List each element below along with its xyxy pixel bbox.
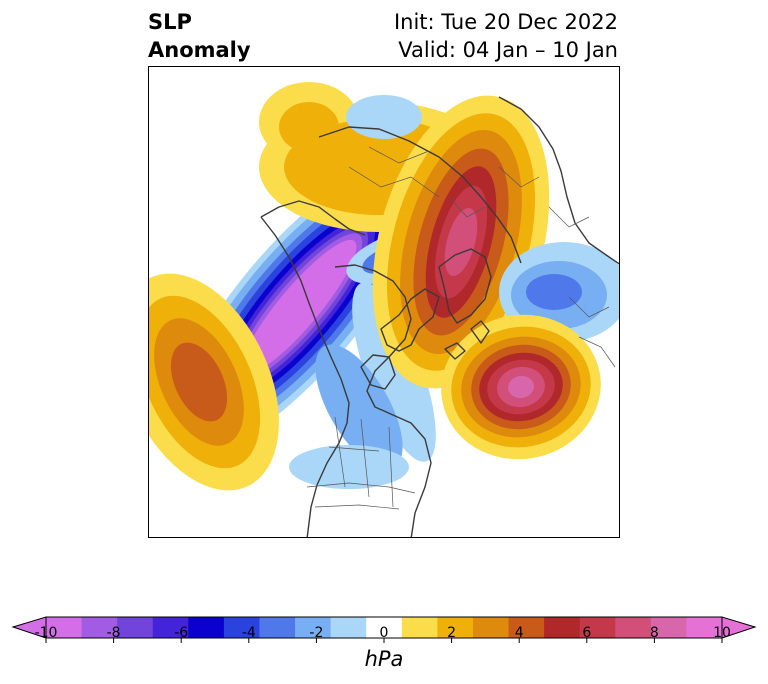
colorbar-tick-label: 0 (379, 625, 389, 641)
borders (306, 146, 616, 510)
north-atlantic-high (441, 314, 601, 460)
colorbar-segment (188, 617, 225, 638)
anomaly-map-svg (149, 82, 619, 537)
anomaly-map (148, 66, 620, 538)
colorbar-segment (46, 617, 83, 638)
init-date: Init: Tue 20 Dec 2022 (393, 10, 618, 34)
colorbar-unit-label: hPa (364, 647, 404, 671)
colorbar-tick-label: -10 (34, 625, 58, 641)
colorbar-segment (81, 617, 118, 638)
colorbar-segment (686, 617, 723, 638)
colorbar-tick-label: -4 (241, 625, 256, 641)
colorbar-segment (508, 617, 545, 638)
figure-title: SLP Anomaly (148, 8, 251, 64)
colorbar-segment (615, 617, 652, 638)
alaska-coast (260, 200, 366, 236)
colorbar-tick-label: 8 (649, 625, 659, 641)
colorbar-segment (117, 617, 154, 638)
eurasia-north-coast (318, 126, 522, 264)
colorbar-tick-label: -8 (106, 625, 121, 641)
colorbar-segment (330, 617, 367, 638)
colorbar-segment (437, 617, 474, 638)
title-line-1: SLP (148, 10, 192, 34)
colorbar (11, 616, 757, 643)
colorbar-tick-label: -2 (309, 625, 324, 641)
scandinavia-coast (438, 248, 492, 324)
canadian-arctic (334, 264, 432, 537)
colorbar-tick-label: 2 (447, 625, 457, 641)
hudson-bay (360, 354, 396, 390)
colorbar-segment (472, 617, 510, 638)
uk-coast (470, 320, 490, 344)
russia-low (346, 95, 422, 139)
colorbar-segment (259, 617, 296, 638)
colorbar-tick-label: 4 (514, 625, 524, 641)
coastlines (260, 96, 619, 537)
colorbar-segment (579, 617, 616, 638)
colorbar-segments (46, 617, 723, 638)
colorbar-segment (401, 617, 438, 638)
colorbar-ticks (45, 638, 723, 643)
colorbar-segment (223, 617, 260, 638)
north-america-coast (260, 216, 350, 537)
iceland (444, 342, 466, 360)
colorbar-segment (152, 617, 189, 638)
colorbar-segment (295, 617, 332, 638)
colorbar-segment (544, 617, 581, 638)
title-line-2: Anomaly (148, 38, 251, 62)
colorbar-tick-label: 10 (713, 625, 731, 641)
colorbar-segment (650, 617, 687, 638)
north-pacific-high (149, 273, 279, 491)
forecast-dates: Init: Tue 20 Dec 2022 Valid: 04 Jan – 10… (394, 8, 618, 64)
colorbar-tick-label: -6 (174, 625, 189, 641)
colorbar-tick-label: 6 (582, 625, 592, 641)
valid-period: Valid: 04 Jan – 10 Jan (398, 38, 618, 62)
colorbar-segment (366, 617, 403, 638)
east-russia-coast (498, 96, 619, 265)
